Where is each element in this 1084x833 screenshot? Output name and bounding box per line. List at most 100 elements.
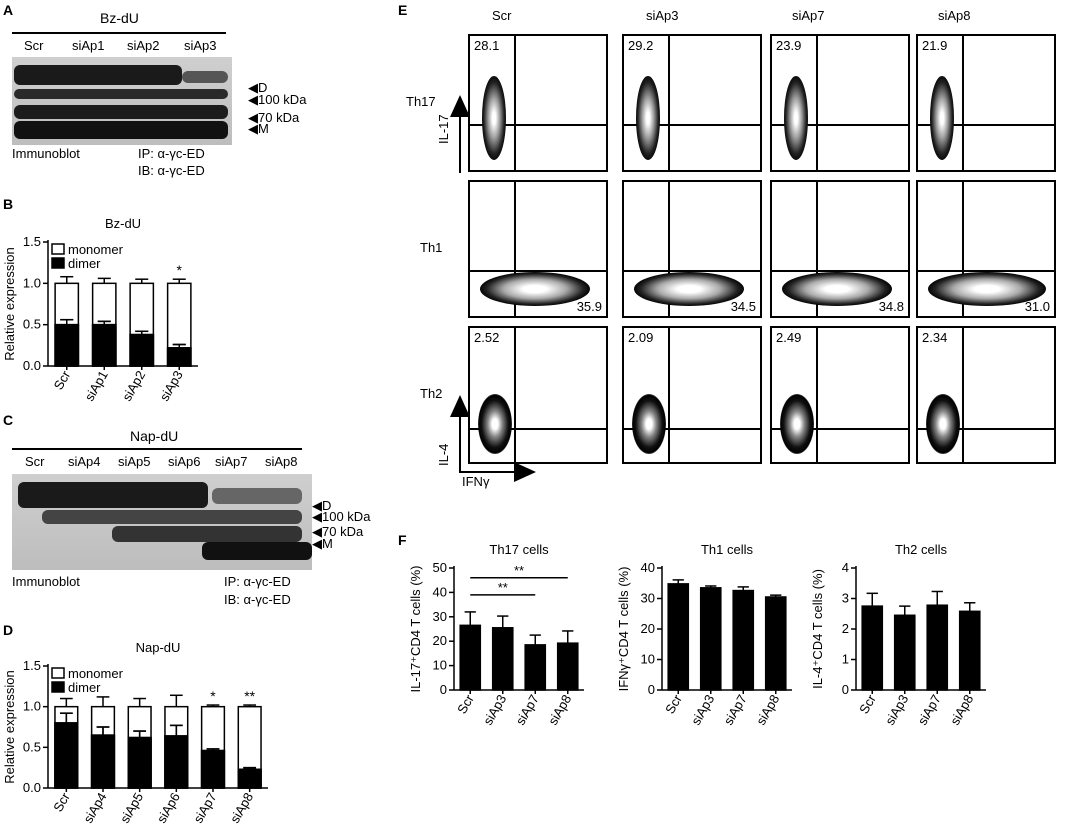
flow-gate-horizontal xyxy=(470,124,606,126)
x-tick-label: siAp8 xyxy=(545,692,574,728)
x-tick-label: siAp3 xyxy=(480,692,509,728)
flow-gate-vertical xyxy=(816,36,818,170)
x-tick-label: siAp8 xyxy=(753,692,782,728)
bar-value xyxy=(861,605,884,691)
blot-c-lane-3: siAp5 xyxy=(118,454,151,469)
blot-a-marker-70: ◀70 kDa xyxy=(248,110,300,125)
bar-value xyxy=(764,596,787,691)
y-axis-label: IL-17⁺CD4 T cells (%) xyxy=(408,565,423,692)
chart-title: Th17 cells xyxy=(489,542,549,557)
flow-percent: 29.2 xyxy=(628,38,654,53)
chart-title: Th2 cells xyxy=(895,542,948,557)
blot-a-marker-100: ◀100 kDa xyxy=(248,92,307,107)
flow-population xyxy=(634,272,744,306)
flow-percent: 2.49 xyxy=(776,330,802,345)
y-tick-label: 1 xyxy=(842,652,849,667)
flow-percent: 34.5 xyxy=(730,299,756,314)
blot-a-ib: IB: α-γc-ED xyxy=(138,163,205,178)
blot-c-image xyxy=(12,474,312,570)
flow-population xyxy=(926,394,960,454)
blot-c-ip: IP: α-γc-ED xyxy=(224,574,291,589)
bar-dimer xyxy=(127,736,152,789)
chart-d: Nap-dU Relative expression 0.0 0.5 1.0 1.5 Scr… xyxy=(2,640,268,826)
flow-gate-vertical xyxy=(668,328,670,462)
legend-label: monomer xyxy=(68,242,124,257)
flow-gate-horizontal xyxy=(918,270,1054,272)
flow-gate-horizontal xyxy=(624,124,760,126)
bar-value xyxy=(556,642,579,691)
blot-c-marker-m: ◀M xyxy=(312,536,333,551)
flow-gate-vertical xyxy=(962,328,964,462)
panel-letter-f: F xyxy=(398,532,407,548)
flow-gate-horizontal xyxy=(470,428,606,430)
legend-label: dimer xyxy=(68,256,101,271)
flow-plot-th17-3: 23.9 xyxy=(770,34,910,172)
x-tick-label: Scr xyxy=(50,789,73,814)
flow-row-label-th17: Th17 xyxy=(406,94,436,109)
flow-percent: 2.52 xyxy=(474,330,500,345)
blot-a-marker-d: ◀D xyxy=(248,80,268,95)
blot-c-lane-1: Scr xyxy=(25,454,45,469)
flow-gate-vertical xyxy=(816,328,818,462)
y-tick-label: 0 xyxy=(440,682,447,697)
y-tick-label: 0 xyxy=(648,682,655,697)
y-tick-label: 40 xyxy=(641,560,655,575)
bar-value xyxy=(699,587,722,691)
x-tick-label: siAp4 xyxy=(80,790,109,826)
flow-gate-vertical xyxy=(514,36,516,170)
x-tick-label: siAp7 xyxy=(513,692,542,728)
blot-c-lane-2: siAp4 xyxy=(68,454,101,469)
y-tick-label: 20 xyxy=(433,633,447,648)
flow-col-label-2: siAp3 xyxy=(646,8,679,23)
flow-percent: 21.9 xyxy=(922,38,948,53)
flow-gate-horizontal xyxy=(470,270,606,272)
bar-value xyxy=(893,614,916,691)
y-tick-label: 30 xyxy=(641,591,655,606)
y-tick-label: 10 xyxy=(641,652,655,667)
x-tick-label: siAp7 xyxy=(721,692,750,728)
y-tick-label: 1.0 xyxy=(23,275,41,290)
bar-value xyxy=(491,627,514,691)
y-tick-label: 30 xyxy=(433,609,447,624)
x-tick-label: siAp3 xyxy=(157,368,186,404)
blot-a-image xyxy=(12,57,232,145)
flow-plot-th17-1: 28.1 xyxy=(468,34,608,172)
flow-percent: 34.8 xyxy=(878,299,904,314)
flow-yaxis-il17 xyxy=(450,95,470,173)
flow-population xyxy=(482,76,506,160)
y-axis-label: IFNγ⁺CD4 T cells (%) xyxy=(616,567,631,692)
flow-percent: 28.1 xyxy=(474,38,500,53)
flow-gate-vertical xyxy=(514,182,516,316)
chart-f2: Th1 cells IFNγ⁺CD4 T cells (%) 0 10 20 30 40 Sc… xyxy=(616,542,792,728)
y-tick-label: 10 xyxy=(433,658,447,673)
legend-swatch-dimer xyxy=(51,681,65,693)
flow-col-label-1: Scr xyxy=(492,8,512,23)
x-tick-label: siAp1 xyxy=(82,368,111,404)
legend-swatch-monomer xyxy=(51,243,65,255)
bar-value xyxy=(958,610,981,691)
bar-dimer xyxy=(237,768,262,789)
flow-population xyxy=(930,76,954,160)
x-tick-label: siAp3 xyxy=(688,692,717,728)
flow-row-label-th2: Th2 xyxy=(420,386,443,401)
flow-population xyxy=(480,272,590,306)
flow-gate-vertical xyxy=(668,36,670,170)
flow-gate-horizontal xyxy=(918,124,1054,126)
y-tick-label: 2 xyxy=(842,621,849,636)
bar-value xyxy=(524,644,547,691)
flow-plot-th1-4: 31.0 xyxy=(916,180,1056,318)
flow-plot-th2-1: 2.52 xyxy=(468,326,608,464)
flow-plot-th17-2: 29.2 xyxy=(622,34,762,172)
flow-plot-th2-3: 2.49 xyxy=(770,326,910,464)
x-tick-label: siAp5 xyxy=(117,790,146,826)
flow-xlabel: IFNγ xyxy=(462,474,490,489)
flow-population xyxy=(780,394,814,454)
y-tick-label: 1.0 xyxy=(23,699,41,714)
flow-gate-horizontal xyxy=(772,124,908,126)
flow-percent: 2.34 xyxy=(922,330,948,345)
y-tick-label: 3 xyxy=(842,591,849,606)
flow-plot-th1-3: 34.8 xyxy=(770,180,910,318)
bar-dimer xyxy=(166,347,192,367)
flow-percent: 2.09 xyxy=(628,330,654,345)
